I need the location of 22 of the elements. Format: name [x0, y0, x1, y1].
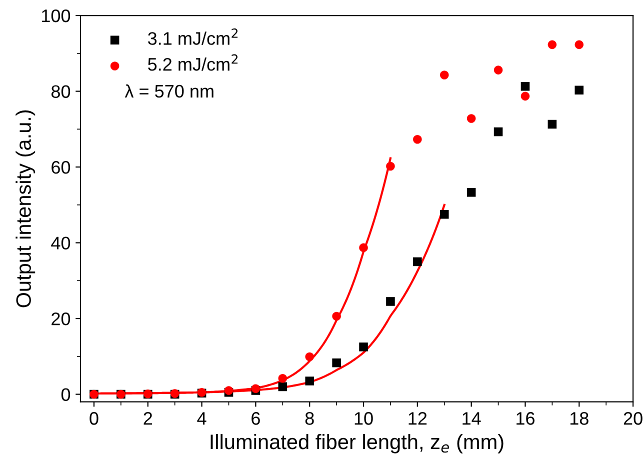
- y-tick-label: 0: [61, 388, 70, 401]
- y-tick-label: 40: [51, 236, 70, 250]
- x-tick-label: 2: [144, 412, 152, 425]
- annotation: λ = 570 nm: [124, 84, 214, 98]
- x-tick-label: 14: [462, 412, 481, 425]
- y-tick-label: 20: [52, 312, 70, 326]
- x-tick-label: 16: [516, 412, 534, 425]
- legend-label: 5.2 mJ/cm$^{2}$: [148, 54, 238, 71]
- x-tick-label: 10: [354, 412, 373, 425]
- x-tick-label: 12: [408, 412, 427, 425]
- x-tick-label: 18: [570, 412, 588, 425]
- y-tick-label: 100: [42, 9, 70, 22]
- x-tick-label: 8: [305, 412, 314, 425]
- x-tick-label: 0: [90, 412, 98, 425]
- y-axis-title: Output intensity (a.u.): [16, 110, 36, 308]
- x-axis-title: Illuminated fiber length, z$_{e}$ (mm): [210, 434, 504, 454]
- x-tick-label: 4: [197, 412, 206, 425]
- y-tick-label: 80: [51, 85, 70, 98]
- legend-label: 3.1 mJ/cm$^{2}$: [148, 28, 238, 45]
- y-tick-label: 60: [52, 160, 70, 174]
- x-tick-label: 6: [252, 412, 260, 425]
- x-tick-label: 20: [624, 412, 642, 425]
